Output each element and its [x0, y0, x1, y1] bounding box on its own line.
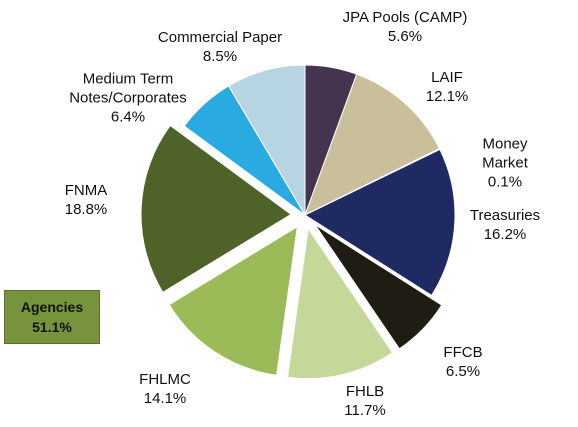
- category-label: FHLMC: [139, 371, 191, 388]
- slice-label: JPA Pools (CAMP) 5.6%: [343, 8, 468, 46]
- category-label: LAIF: [431, 69, 463, 86]
- slice-label: FNMA 18.8%: [65, 181, 108, 219]
- pie-slice: [168, 225, 298, 376]
- slice-label: Commercial Paper 8.5%: [158, 28, 282, 66]
- category-label: Medium Term Notes/Corporates: [69, 70, 187, 107]
- value-label: 16.2%: [483, 226, 527, 243]
- category-label: Money Market: [482, 135, 528, 172]
- value-label: 14.1%: [143, 390, 187, 407]
- slice-label: LAIF 12.1%: [426, 68, 469, 106]
- slice-label: Money Market 0.1%: [469, 135, 542, 192]
- category-label: FNMA: [64, 182, 108, 199]
- slice-label: Treasuries 16.2%: [470, 206, 540, 244]
- value-label: 6.5%: [445, 363, 481, 380]
- pie-slice: [140, 124, 292, 294]
- agencies-box: Agencies 51.1%: [4, 290, 100, 344]
- category-label: FHLB: [345, 383, 385, 400]
- value-label: 18.8%: [64, 201, 108, 218]
- annotation-text: Agencies: [20, 299, 84, 315]
- value-label: 8.5%: [202, 48, 238, 65]
- value-label: 0.1%: [487, 173, 523, 191]
- slice-label: FHLB 11.7%: [344, 382, 385, 420]
- annotation-value: 51.1%: [32, 319, 72, 335]
- slice-label: FHLMC 14.1%: [139, 370, 191, 408]
- slice-label: FFCB 6.5%: [443, 343, 482, 381]
- category-label: FFCB: [443, 344, 483, 361]
- pie-slice: [227, 64, 306, 217]
- slice-label: Medium Term Notes/Corporates 6.4%: [69, 70, 187, 127]
- value-label: 6.4%: [110, 108, 146, 126]
- category-label: JPA Pools (CAMP): [342, 9, 468, 26]
- pie-slice: [314, 224, 443, 350]
- pie-slice: [303, 148, 456, 297]
- value-label: 5.6%: [387, 28, 423, 45]
- category-label: Commercial Paper: [157, 29, 283, 46]
- pie-slice: [304, 73, 441, 217]
- value-label: 12.1%: [425, 88, 469, 105]
- category-label: Treasuries: [469, 207, 541, 224]
- pie-slice: [286, 227, 394, 380]
- value-label: 11.7%: [344, 402, 386, 419]
